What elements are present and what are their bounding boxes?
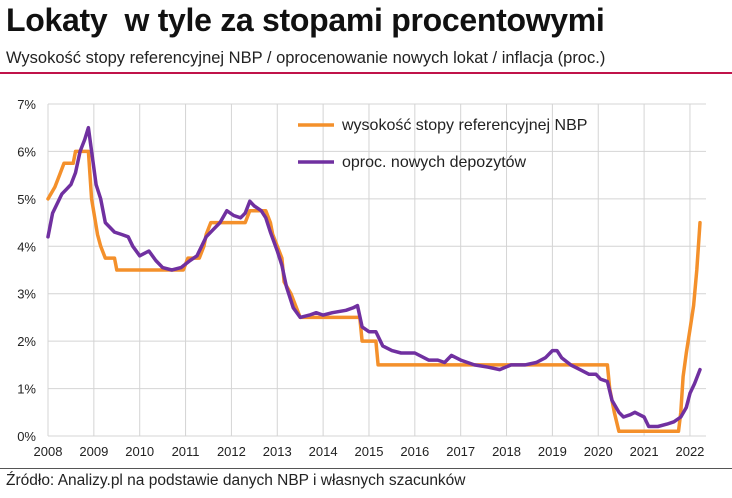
- x-tick-label: 2021: [630, 444, 659, 459]
- y-tick-label: 3%: [17, 287, 36, 302]
- y-tick-label: 0%: [17, 429, 36, 444]
- y-tick-label: 5%: [17, 192, 36, 207]
- line-chart: 0% 1% 2% 3% 4% 5% 6% 7% 2008 2009 2010 2011 2012 2013…: [17, 97, 706, 459]
- y-tick-label: 2%: [17, 334, 36, 349]
- x-tick-label: 2019: [538, 444, 567, 459]
- x-tick-label: 2012: [217, 444, 246, 459]
- series-line-1: [46, 149, 702, 434]
- chart-title: Lokaty w tyle za stopami procentowymi: [6, 2, 605, 38]
- x-tick-label: 2016: [400, 444, 429, 459]
- x-tick-label: 2014: [309, 444, 338, 459]
- source-note: Źródło: Analizy.pl na podstawie danych N…: [6, 472, 466, 489]
- legend-label-2: oproc. nowych depozytów: [342, 154, 527, 171]
- x-tick-label: 2020: [584, 444, 613, 459]
- series-line-2: [46, 125, 702, 429]
- x-tick-label: 2013: [263, 444, 292, 459]
- series-lines: [46, 125, 702, 434]
- legend: wysokość stopy referencyjnej NBP oproc. n…: [298, 117, 587, 171]
- x-tick-label: 2010: [125, 444, 154, 459]
- x-tick-label: 2022: [675, 444, 704, 459]
- y-tick-label: 7%: [17, 97, 36, 112]
- x-tick-label: 2011: [172, 444, 200, 459]
- title-divider: [0, 72, 732, 74]
- axis: 0% 1% 2% 3% 4% 5% 6% 7% 2008 2009 2010 2011 2012 2013…: [17, 97, 704, 459]
- legend-label-1: wysokość stopy referencyjnej NBP: [341, 117, 587, 134]
- grid-lines: [47, 103, 706, 437]
- x-tick-label: 2015: [355, 444, 384, 459]
- y-tick-label: 6%: [17, 144, 36, 159]
- x-tick-label: 2017: [446, 444, 475, 459]
- x-tick-label: 2018: [492, 444, 521, 459]
- y-tick-label: 4%: [17, 239, 36, 254]
- chart-subtitle: Wysokość stopy referencyjnej NBP / oproc…: [6, 49, 606, 67]
- footer-divider: [0, 468, 732, 469]
- y-tick-label: 1%: [17, 382, 36, 397]
- x-tick-label: 2009: [79, 444, 108, 459]
- x-tick-label: 2008: [34, 444, 63, 459]
